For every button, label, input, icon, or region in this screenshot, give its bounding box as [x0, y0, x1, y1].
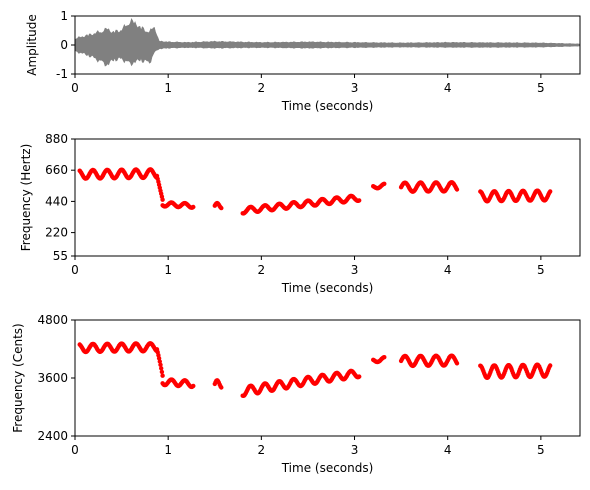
x-tick-label: 5	[537, 263, 545, 277]
pitch-point	[382, 355, 387, 360]
x-axis-label: Time (seconds)	[281, 461, 374, 475]
pitch-point	[454, 361, 460, 366]
x-tick-label: 0	[71, 263, 79, 277]
pitch-point	[159, 366, 164, 371]
pitch-point	[160, 373, 165, 378]
pitch-point	[160, 197, 165, 202]
y-tick-label: 0	[60, 38, 68, 52]
x-tick-label: 1	[164, 263, 172, 277]
pitch-point	[548, 363, 553, 368]
pitch-point	[454, 187, 460, 192]
pitch-point	[159, 369, 165, 375]
x-tick-label: 4	[444, 263, 452, 277]
pitch-point	[219, 385, 224, 390]
x-tick-label: 5	[537, 81, 545, 95]
x-tick-label: 0	[71, 443, 79, 457]
pitch-point	[191, 383, 196, 389]
y-axis-label: Frequency (Cents)	[11, 323, 25, 433]
x-tick-label: 3	[351, 443, 359, 457]
x-tick-label: 3	[351, 263, 359, 277]
x-axis-label: Time (seconds)	[281, 281, 374, 295]
y-tick-label: -1	[56, 67, 68, 81]
pitch-point	[219, 205, 224, 211]
y-axis-label: Frequency (Hertz)	[19, 144, 33, 252]
plot-frequency-cents: 0 1 2 3 4 5 2400 3600 4800 Time (seconds) Frequenc…	[11, 313, 581, 475]
x-tick-label: 1	[164, 443, 172, 457]
y-tick-label: 440	[45, 194, 68, 208]
y-tick-label: 2400	[37, 429, 68, 443]
pitch-point	[191, 204, 196, 210]
pitch-point	[357, 374, 362, 379]
y-tick-label: 3600	[37, 371, 68, 385]
x-axis-label: Time (seconds)	[281, 99, 374, 113]
x-tick-label: 3	[351, 81, 359, 95]
y-tick-label: 220	[45, 226, 68, 240]
x-tick-label: 5	[537, 443, 545, 457]
y-tick-label: 1	[60, 9, 68, 23]
y-tick-label: 55	[53, 249, 68, 263]
x-tick-label: 2	[258, 443, 266, 457]
pitch-point	[548, 189, 553, 194]
x-tick-label: 2	[258, 81, 266, 95]
axes-frame	[74, 138, 581, 257]
pitch-point	[158, 362, 163, 367]
y-axis-label: Amplitude	[25, 14, 39, 76]
pitch-point	[382, 181, 387, 186]
y-tick-label: 660	[45, 163, 68, 177]
x-tick-label: 2	[258, 263, 266, 277]
x-tick-label: 1	[164, 81, 172, 95]
x-tick-label: 4	[444, 443, 452, 457]
waveform	[74, 18, 581, 67]
pitch-point	[157, 359, 162, 364]
x-tick-label: 4	[444, 81, 452, 95]
y-tick-label: 4800	[37, 313, 68, 327]
pitch-point	[357, 198, 362, 203]
y-tick-label: 880	[45, 132, 68, 146]
x-tick-label: 0	[71, 81, 79, 95]
